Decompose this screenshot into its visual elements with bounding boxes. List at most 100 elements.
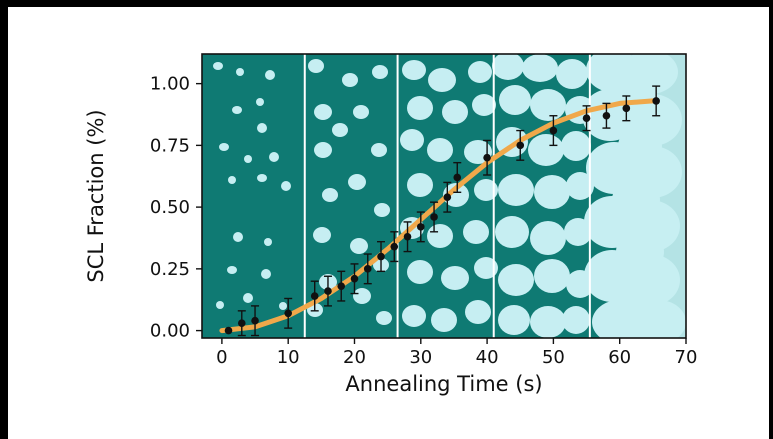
crystal-domain (236, 68, 244, 76)
crystal-domain (442, 100, 468, 124)
data-point (416, 223, 425, 231)
data-point (453, 173, 462, 182)
crystal-domain (492, 54, 524, 80)
crystal-domain (474, 257, 498, 279)
crystal-domain (232, 106, 242, 114)
data-point (652, 97, 660, 105)
data-point (602, 111, 611, 120)
crystal-domain (534, 175, 570, 209)
crystal-domain (407, 260, 433, 284)
crystal-domain (498, 174, 534, 206)
y-tick-label: 0.25 (150, 259, 190, 280)
crystal-domain (213, 62, 223, 70)
y-tick-label: 0.00 (150, 321, 190, 342)
crystal-domain (530, 221, 566, 255)
crystal-domain (348, 174, 366, 190)
x-tick-label: 0 (216, 347, 227, 368)
crystal-domain (256, 98, 264, 106)
data-point (549, 126, 558, 135)
crystal-domain (443, 183, 469, 207)
crystal-domain (314, 104, 332, 120)
data-point (350, 274, 359, 283)
x-tick-label: 20 (343, 347, 366, 368)
data-point (284, 309, 292, 318)
crystal-domain (244, 155, 252, 163)
crystal-domain (342, 73, 358, 87)
crystal-domain (441, 266, 469, 290)
panel-dividers (303, 54, 591, 338)
x-tick-label: 10 (277, 347, 300, 368)
crystal-coalesced-region (630, 54, 686, 338)
crystal-domain (499, 85, 531, 115)
x-tick-label: 30 (409, 347, 432, 368)
data-point (377, 252, 385, 261)
crystal-domain (561, 131, 591, 161)
crystal-domain (431, 308, 457, 332)
y-axis-title: SCL Fraction (%) (84, 109, 108, 282)
crystal-domain (265, 70, 275, 80)
crystal-domain (566, 172, 594, 200)
crystal-domain (227, 266, 237, 274)
crystal-domain (522, 54, 558, 82)
crystal-domain (427, 138, 453, 162)
crystal-domain (400, 129, 424, 151)
x-axis-ticks: 0 10 20 30 40 50 60 70 (216, 338, 697, 368)
crystal-domain (243, 293, 253, 303)
crystal-domain (495, 216, 529, 248)
crystal-domain (350, 238, 368, 254)
data-points-layer (224, 85, 661, 337)
crystal-domain (281, 181, 291, 191)
crystal-domain (498, 305, 530, 335)
crystal-domain (313, 227, 331, 243)
crystal-domain (332, 123, 348, 137)
crystal-domain (376, 311, 392, 325)
data-point (237, 319, 246, 327)
crystal-domain (474, 179, 498, 201)
crystal-domain (465, 300, 491, 324)
x-tick-label: 40 (476, 347, 499, 368)
crystal-domain (374, 203, 390, 217)
data-point (324, 287, 332, 295)
crystal-domain (498, 264, 534, 296)
x-tick-label: 70 (675, 347, 698, 368)
x-tick-label: 50 (542, 347, 565, 368)
data-point (251, 316, 259, 325)
crystal-domain (372, 65, 388, 79)
crystal-domain (233, 232, 243, 242)
crystal-domain (269, 152, 279, 162)
crystal-domain (371, 143, 387, 157)
crystal-domain (219, 143, 229, 151)
crystal-domain (556, 59, 588, 89)
crystal-domain (468, 61, 492, 83)
y-tick-label: 0.75 (150, 135, 190, 156)
crystal-domain (322, 188, 338, 202)
y-tick-label: 1.00 (150, 74, 190, 95)
data-point (430, 213, 438, 221)
y-axis-ticks: 0.00 0.25 0.50 0.75 1.00 (150, 74, 202, 342)
crystal-domain (279, 302, 287, 310)
crystal-domain (264, 238, 272, 246)
crystal-domain (534, 259, 570, 293)
data-point (224, 326, 233, 335)
crystal-domain (257, 174, 267, 182)
crystal-domain (228, 176, 236, 184)
crystal-domain (314, 142, 332, 158)
x-axis-title: Annealing Time (s) (345, 372, 542, 396)
crystal-domain (528, 134, 564, 166)
y-tick-label: 0.50 (150, 197, 190, 218)
crystal-domain (308, 59, 324, 73)
crystal-domain (402, 305, 426, 327)
fit-curve-layer (219, 98, 656, 334)
data-point (622, 104, 631, 113)
crystal-domain (216, 301, 224, 309)
data-point (403, 232, 412, 241)
data-point (483, 153, 491, 162)
crystal-domain (428, 68, 456, 92)
data-point (516, 141, 525, 150)
data-point (363, 265, 372, 273)
data-point (582, 114, 591, 123)
fit-curve (219, 98, 656, 334)
plot-border (201, 53, 687, 339)
x-tick-label: 60 (608, 347, 631, 368)
